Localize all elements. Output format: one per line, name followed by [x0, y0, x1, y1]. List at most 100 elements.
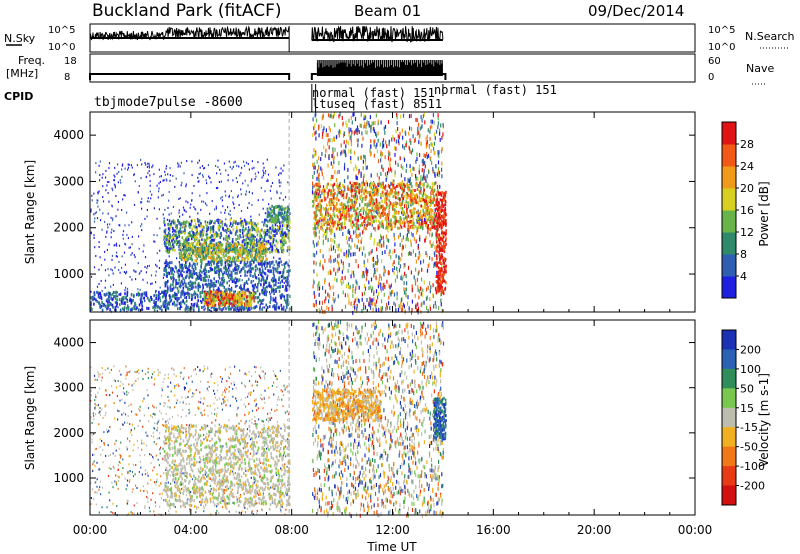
power-cell — [180, 292, 183, 296]
power-cell — [223, 266, 225, 270]
power-cell — [416, 230, 418, 235]
power-cell — [332, 114, 335, 119]
power-cell — [414, 138, 416, 142]
power-cell — [189, 225, 191, 229]
power-cell — [204, 263, 207, 267]
power-cell — [209, 266, 211, 269]
power-cell — [250, 262, 253, 266]
power-cell — [191, 272, 194, 276]
power-cell — [420, 141, 422, 146]
power-cell — [98, 164, 100, 167]
power-cell — [183, 220, 185, 224]
power-cell — [199, 166, 201, 169]
power-cell — [186, 239, 189, 243]
power-cell — [403, 264, 405, 269]
power-cell — [285, 223, 288, 227]
power-cell — [212, 253, 215, 257]
power-cell — [419, 217, 421, 221]
power-cell — [370, 250, 372, 255]
power-cell — [141, 300, 144, 304]
power-cell — [140, 302, 143, 306]
power-cell — [287, 282, 289, 286]
power-cell — [239, 250, 241, 254]
power-cell — [378, 281, 380, 285]
power-cell — [152, 306, 154, 310]
power-cell — [262, 174, 264, 177]
power-cell — [164, 229, 166, 233]
power-cell — [405, 140, 408, 145]
power-cell — [330, 237, 332, 242]
power-cell — [158, 267, 160, 269]
power-cell — [199, 291, 202, 295]
power-cell — [114, 266, 116, 269]
power-cell — [214, 303, 217, 307]
power-cell — [251, 251, 253, 255]
power-cell — [223, 292, 225, 296]
power-cell — [242, 182, 244, 185]
power-cell — [126, 287, 129, 290]
power-cell — [424, 217, 426, 222]
power-cell — [327, 292, 329, 297]
power-cell — [263, 262, 265, 266]
power-cell — [186, 242, 189, 246]
power-cell — [275, 260, 278, 264]
power-cell — [193, 206, 195, 209]
power-cell — [177, 272, 179, 275]
power-cell — [159, 286, 161, 289]
power-cell — [153, 301, 155, 304]
power-cell — [167, 279, 169, 283]
power-cell — [373, 184, 375, 189]
power-cell — [405, 143, 407, 148]
power-cell — [111, 228, 113, 231]
power-cell — [254, 305, 257, 309]
power-cell — [410, 242, 412, 247]
power-cell — [385, 140, 387, 145]
power-cell — [430, 142, 432, 147]
power-cell — [220, 231, 222, 235]
power-cell — [284, 265, 286, 269]
power-cell — [228, 302, 230, 306]
power-cell — [201, 245, 203, 249]
power-cell — [419, 286, 422, 291]
power-cell — [185, 246, 187, 250]
power-cell — [362, 136, 364, 141]
power-cell — [427, 309, 429, 313]
power-cell — [241, 252, 243, 256]
power-cell — [362, 229, 365, 234]
power-cell — [254, 172, 256, 175]
power-cell — [410, 182, 412, 187]
noise-left-tick-high: 10^5 — [48, 25, 75, 36]
power-cell — [263, 250, 266, 254]
power-cell — [346, 139, 348, 144]
power-cell — [380, 234, 382, 239]
power-cell — [330, 247, 332, 251]
power-cell — [208, 175, 210, 178]
power-cell — [437, 150, 439, 154]
power-cell — [418, 168, 420, 172]
power-cell — [174, 303, 176, 307]
power-cell — [184, 308, 187, 312]
power-cell — [189, 247, 192, 251]
power-cell — [105, 176, 107, 179]
power-cell — [248, 257, 250, 261]
power-cell — [113, 295, 115, 298]
power-cell — [280, 275, 283, 279]
power-cell — [268, 281, 270, 285]
power-cell — [339, 112, 341, 117]
power-cell — [316, 272, 318, 277]
power-cell — [422, 222, 424, 227]
power-cell — [364, 305, 367, 310]
power-cell — [230, 288, 233, 292]
power-cell — [153, 207, 155, 210]
power-cell — [217, 267, 219, 271]
power-cell — [363, 114, 365, 119]
power-cell — [201, 231, 203, 234]
power-cell — [187, 291, 189, 295]
power-cell — [159, 175, 161, 178]
power-cell — [210, 295, 213, 299]
power-cell — [201, 237, 203, 241]
power-cell — [146, 209, 148, 211]
power-cell — [222, 249, 224, 253]
power-cell — [247, 206, 249, 209]
